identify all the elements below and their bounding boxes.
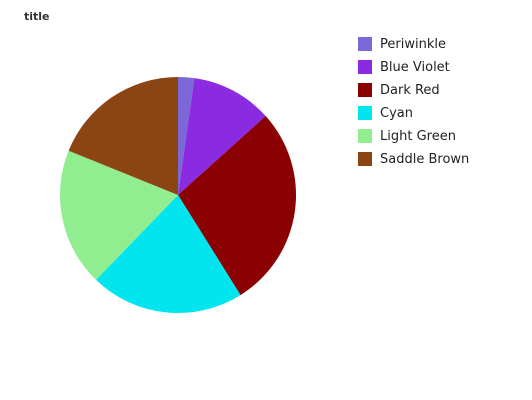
legend-item: Blue Violet xyxy=(358,57,532,77)
legend-label: Saddle Brown xyxy=(380,151,470,167)
legend-swatch xyxy=(358,106,372,120)
chart-title: title xyxy=(24,10,50,23)
pie-slice-periwinkle xyxy=(178,77,195,195)
legend-label: Periwinkle xyxy=(380,36,446,52)
legend-swatch xyxy=(358,60,372,74)
pie-slice-blue-violet xyxy=(178,78,266,195)
legend-item: Light Green xyxy=(358,126,532,146)
legend-item: Dark Red xyxy=(358,80,532,100)
legend-swatch xyxy=(358,129,372,143)
legend-label: Blue Violet xyxy=(380,59,450,75)
legend-swatch xyxy=(358,37,372,51)
legend-label: Dark Red xyxy=(380,82,440,98)
legend-label: Light Green xyxy=(380,128,456,144)
legend-swatch xyxy=(358,152,372,166)
legend-swatch xyxy=(358,83,372,97)
legend: Periwinkle Blue Violet Dark Red Cyan Light G… xyxy=(358,34,532,172)
legend-label: Cyan xyxy=(380,105,413,121)
legend-item: Periwinkle xyxy=(358,34,532,54)
legend-item: Cyan xyxy=(358,103,532,123)
pie-slice-cyan xyxy=(96,195,241,313)
pie-slice-dark-red xyxy=(178,116,297,296)
pie-slice-light-green xyxy=(59,150,178,280)
pie-slice-saddle-brown xyxy=(68,77,178,195)
legend-item: Saddle Brown xyxy=(358,149,532,169)
